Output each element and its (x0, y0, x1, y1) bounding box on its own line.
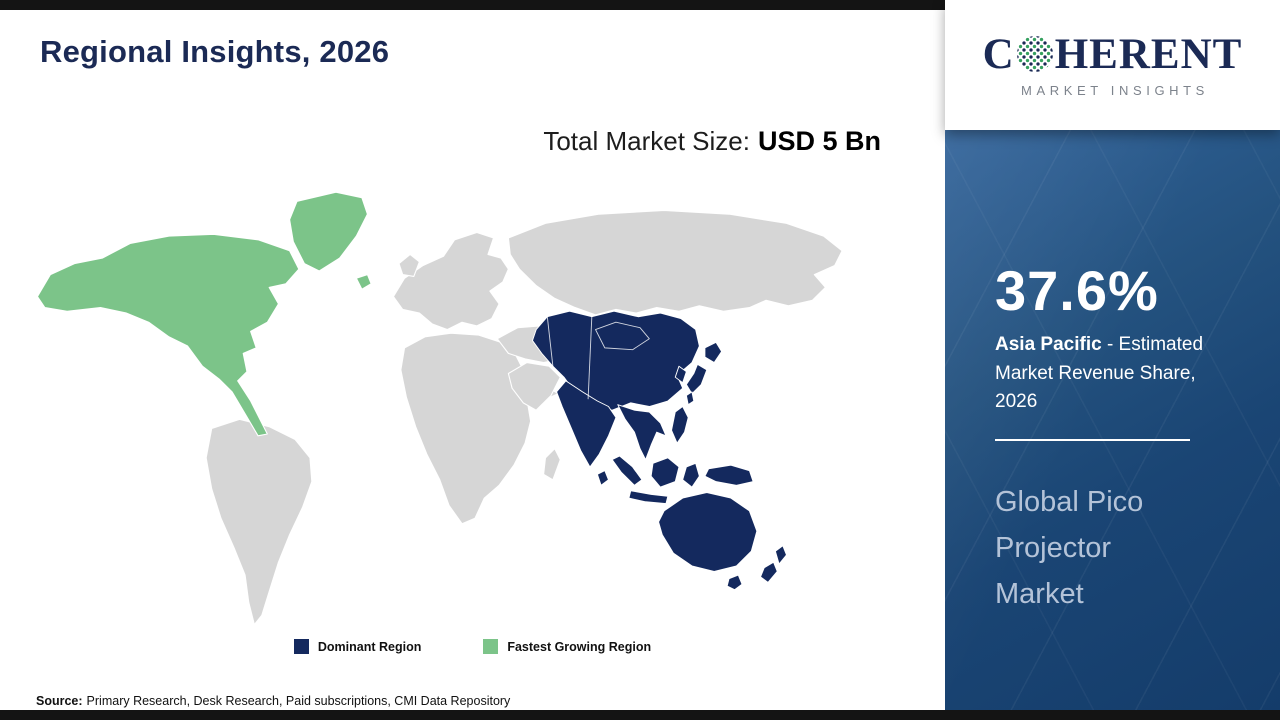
stats-panel: 37.6% Asia Pacific - Estimated Market Re… (945, 130, 1280, 720)
total-market-size-label: Total Market Size: (543, 126, 750, 156)
map-sri-lanka (596, 470, 609, 486)
logo-text-pre: C (982, 30, 1015, 78)
world-map (36, 191, 843, 626)
map-south-america (205, 418, 313, 626)
legend-item-dominant: Dominant Region (293, 639, 422, 654)
map-africa (400, 332, 559, 525)
map-china-central-asia (532, 310, 700, 411)
map-tasmania (726, 574, 743, 591)
logo-text-post: HERENT (1054, 30, 1243, 78)
map-legend: Dominant Region Fastest Growing Region (0, 639, 945, 654)
map-border-line-1 (546, 316, 554, 367)
divider-line (995, 438, 1190, 441)
region-group-fastest-growing (36, 191, 372, 437)
map-europe (392, 231, 509, 331)
sidebar: C HERENT MARKET INSIGHTS 37.6% Asia Paci… (945, 0, 1280, 720)
region-group-neutral (205, 209, 843, 626)
map-new-zealand-south (760, 561, 778, 583)
fastest-region-swatch (483, 639, 499, 654)
globe-icon (1016, 36, 1053, 72)
top-accent-bar (0, 0, 945, 10)
bottom-accent-bar (0, 710, 1280, 720)
map-new-zealand-north (774, 545, 787, 565)
legend-item-fastest: Fastest Growing Region (483, 639, 651, 654)
map-japan-south (685, 363, 708, 395)
map-borneo (650, 457, 680, 488)
logo-wordmark: C HERENT (983, 33, 1243, 76)
map-north-america (36, 233, 300, 437)
map-philippines (671, 406, 689, 444)
total-market-size-value: USD 5 Bn (757, 126, 881, 156)
fastest-region-label: Fastest Growing Region (507, 639, 652, 654)
share-region: Asia Pacific (995, 334, 1102, 355)
map-australia (658, 492, 758, 572)
map-greenland (289, 191, 369, 272)
map-russia-north-asia (507, 209, 843, 316)
map-sumatra (611, 455, 643, 486)
map-british-isles (398, 253, 420, 277)
share-suffix: - Estimated Market Revenue Share, 2026 (995, 334, 1204, 412)
map-border-mongolia (595, 321, 650, 351)
map-indochina-malay (617, 404, 667, 461)
region-group-dominant (532, 310, 787, 591)
source-text: Primary Research, Desk Research, Paid su… (86, 694, 511, 708)
map-madagascar (543, 448, 561, 481)
map-border-line-2 (587, 316, 593, 400)
dominant-region-swatch (293, 639, 309, 654)
map-korea (674, 365, 687, 384)
map-new-guinea (704, 464, 754, 486)
map-java (628, 490, 669, 505)
map-taiwan (685, 391, 695, 406)
source-note: Source: Primary Research, Desk Research, … (36, 694, 510, 708)
page-title: Regional Insights, 2026 (40, 34, 390, 69)
main-content: Regional Insights, 2026 Total Market Siz… (0, 34, 945, 708)
source-label: Source: (36, 694, 83, 708)
total-market-size: Total Market Size: USD 5 Bn (0, 126, 945, 157)
share-value: 37.6% (995, 259, 1159, 322)
stats-panel-content: 37.6% Asia Pacific - Estimated Market Re… (945, 130, 1280, 618)
market-name: Global Pico Projector Market (995, 485, 1144, 611)
logo-subtitle: MARKET INSIGHTS (1021, 82, 1209, 98)
map-japan-north (704, 341, 723, 363)
map-sulawesi (682, 462, 700, 488)
map-iceland (355, 274, 372, 290)
map-arabia (507, 361, 561, 411)
company-logo: C HERENT MARKET INSIGHTS (945, 0, 1280, 130)
share-description: Asia Pacific - Estimated Market Revenue … (995, 331, 1235, 417)
map-india (556, 380, 617, 468)
dominant-region-label: Dominant Region (317, 639, 422, 654)
